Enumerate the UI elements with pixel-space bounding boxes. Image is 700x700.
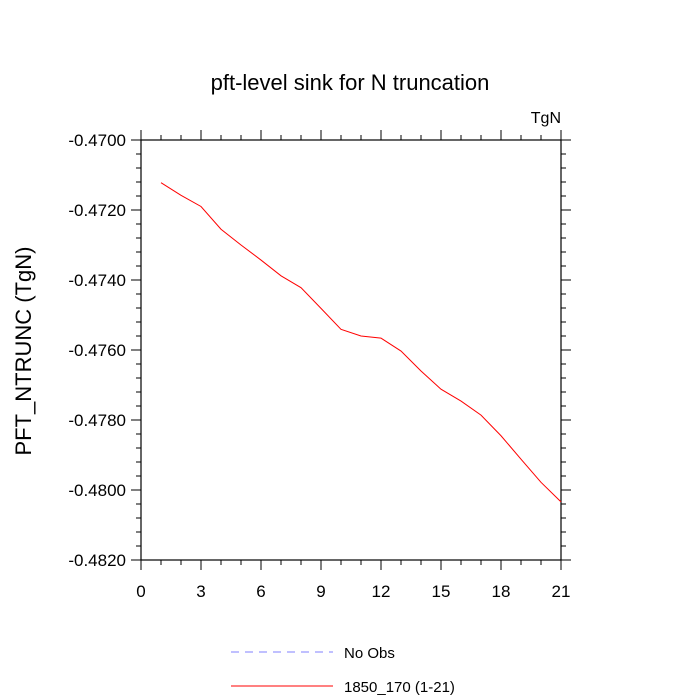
x-tick-label: 6 xyxy=(256,582,265,601)
axis-ticks xyxy=(131,130,571,570)
y-tick-label: -0.4800 xyxy=(68,481,126,500)
legend: No Obs 1850_170 (1-21) xyxy=(231,645,455,696)
x-tick-label: 12 xyxy=(372,582,391,601)
plot-frame xyxy=(140,139,562,561)
legend-label: No Obs xyxy=(344,645,395,662)
units-label: TgN xyxy=(531,110,561,127)
y-tick-label: -0.4760 xyxy=(68,341,126,360)
y-tick-label: -0.4740 xyxy=(68,271,126,290)
x-tick-label: 0 xyxy=(136,582,145,601)
series-line-1 xyxy=(160,182,562,503)
chart-title: pft-level sink for N truncation xyxy=(211,70,490,95)
y-tick-label: -0.4700 xyxy=(68,131,126,150)
y-tick-labels: -0.4700 -0.4720 -0.4740 -0.4760 -0.4780 -0.48… xyxy=(68,131,126,570)
x-tick-label: 9 xyxy=(316,582,325,601)
x-tick-labels: 0 3 6 9 12 15 18 21 xyxy=(136,582,570,601)
x-tick-label: 21 xyxy=(552,582,571,601)
y-axis-label: PFT_NTRUNC (TgN) xyxy=(11,247,36,456)
series-lines xyxy=(160,182,562,503)
y-tick-label: -0.4820 xyxy=(68,551,126,570)
y-tick-label: -0.4780 xyxy=(68,411,126,430)
x-tick-label: 18 xyxy=(492,582,511,601)
x-tick-label: 15 xyxy=(432,582,451,601)
y-tick-label: -0.4720 xyxy=(68,201,126,220)
x-tick-label: 3 xyxy=(196,582,205,601)
legend-label: 1850_170 (1-21) xyxy=(344,679,455,696)
